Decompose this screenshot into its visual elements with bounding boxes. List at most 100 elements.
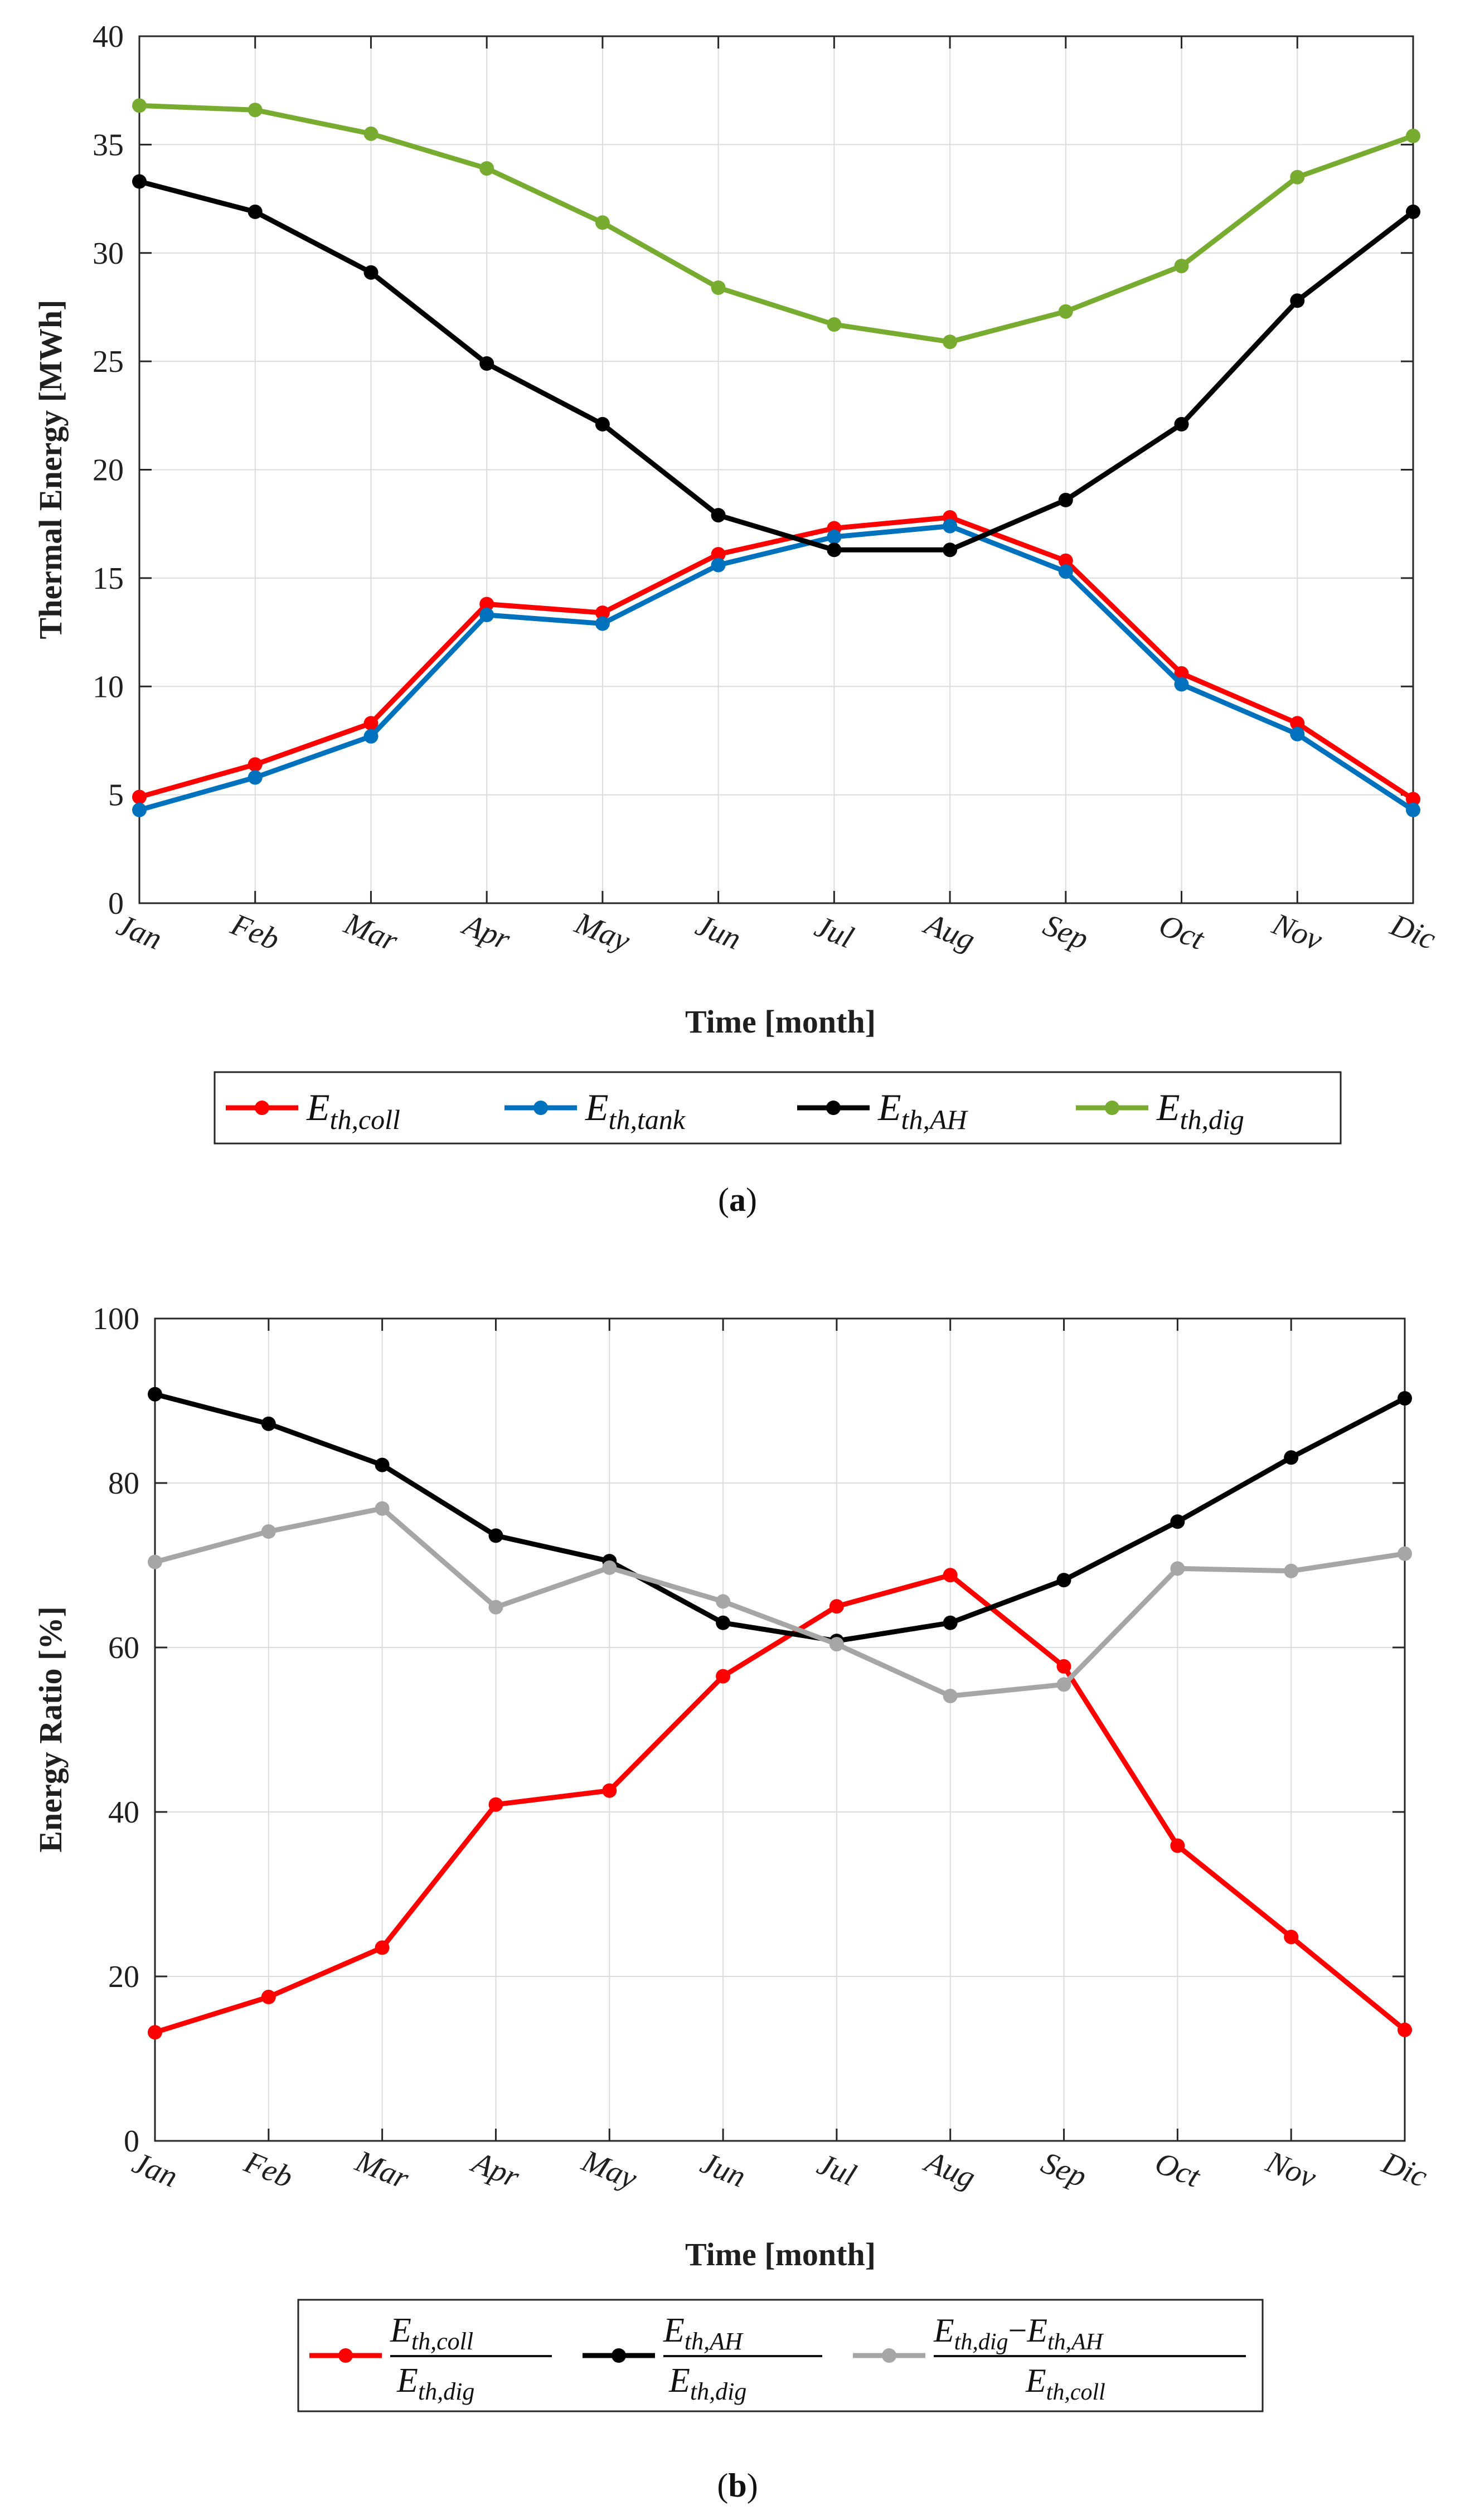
a-point-3-oct <box>1174 259 1189 274</box>
a-x-tick-label-jul: Jul <box>810 909 858 955</box>
svg-text:Eth,tank: Eth,tank <box>585 1086 686 1135</box>
caption-b-letter: b <box>728 2467 746 2504</box>
b-x-tick-label-mar: Mar <box>350 2144 414 2196</box>
legend-a: Eth,coll Eth,tank Eth,AH Eth,dig <box>214 1071 1342 1145</box>
b-y-tick-label-80: 80 <box>108 1466 139 1501</box>
a-point-0-apr <box>479 597 494 612</box>
a-series-line-3 <box>137 103 1416 345</box>
b-point-0-oct <box>1170 1838 1185 1853</box>
legend-box-a <box>214 1071 1342 1145</box>
b-x-tick-label-jun: Jun <box>696 2145 750 2194</box>
legend-b1-den-sub: th,dig <box>690 2378 746 2405</box>
b-series-line-2 <box>152 1506 1408 1699</box>
b-point-2-dic <box>1398 1546 1412 1561</box>
legend-b2-den-sub: th,coll <box>1046 2380 1105 2405</box>
b-point-2-feb <box>261 1524 276 1539</box>
a-point-2-apr <box>479 356 494 371</box>
a-point-2-nov <box>1290 293 1305 308</box>
legend-entry-e-th-coll: Eth,coll <box>226 1086 400 1135</box>
b-series-0 <box>148 1568 1412 2040</box>
a-point-2-dic <box>1406 204 1420 219</box>
y-ticks-b: 0 20 40 60 80 100 <box>93 1302 1405 2159</box>
a-y-tick-label-10: 10 <box>93 670 124 704</box>
a-point-0-sep <box>1058 553 1073 568</box>
svg-text:Eth,AH: Eth,AH <box>877 1086 968 1135</box>
b-x-tick-label-dic: Dic <box>1377 2145 1432 2194</box>
x-ticks-a: Jan Feb Mar Apr May Jun Jul Aug Sep Oct Nov Dic <box>112 36 1440 958</box>
b-point-2-mar <box>375 1501 390 1516</box>
legend-entry-e-th-ah: Eth,AH <box>797 1086 968 1135</box>
svg-text:Eth,dig: Eth,dig <box>1156 1086 1244 1135</box>
b-y-tick-label-20: 20 <box>108 1960 139 1994</box>
b-series-2 <box>148 1501 1412 1703</box>
a-point-2-aug <box>943 542 958 558</box>
b-series-line-0 <box>152 1572 1408 2035</box>
caption-a-letter: a <box>729 1181 746 1218</box>
y-ticks-a: 0 5 10 15 20 25 30 35 40 <box>93 20 1413 921</box>
a-y-tick-label-40: 40 <box>93 20 124 54</box>
a-series-line-2 <box>137 179 1416 553</box>
svg-text:Eth,coll: Eth,coll <box>390 2311 473 2355</box>
legend-b2-num-base: E <box>933 2312 954 2349</box>
a-point-2-jul <box>827 542 842 558</box>
a-series-1 <box>132 518 1420 817</box>
x-axis-label-a: Time [month] <box>685 1004 876 1040</box>
a-y-tick-label-35: 35 <box>93 128 124 162</box>
legend-b2-num-sub2: th,AH <box>1047 2329 1104 2355</box>
a-point-3-jan <box>132 98 147 113</box>
a-point-3-jul <box>827 317 842 332</box>
b-point-2-apr <box>488 1600 503 1615</box>
a-x-tick-label-may: May <box>570 905 635 958</box>
a-series-line-1 <box>137 524 1416 813</box>
b-point-1-dic <box>1398 1391 1412 1406</box>
a-point-1-jun <box>711 558 726 573</box>
legend-marker-coll-over-dig <box>338 2348 353 2363</box>
b-point-2-jul <box>829 1637 844 1652</box>
b-point-0-jan <box>148 2025 162 2040</box>
legend-label-e-th-tank: E <box>585 1086 609 1128</box>
svg-text:Eth,dig: Eth,dig <box>668 2362 746 2405</box>
y-axis-label-a: Thermal Energy [MWh] <box>32 300 69 639</box>
a-point-1-aug <box>943 518 958 534</box>
a-point-3-apr <box>479 161 494 176</box>
caption-b-close: ) <box>747 2467 758 2504</box>
a-y-tick-label-25: 25 <box>93 345 124 379</box>
a-point-1-jul <box>827 530 842 544</box>
legend-b0-den-base: E <box>396 2362 418 2400</box>
a-y-tick-label-20: 20 <box>93 453 124 488</box>
b-x-tick-label-jul: Jul <box>813 2146 861 2193</box>
a-point-2-feb <box>248 204 263 219</box>
b-y-tick-label-40: 40 <box>108 1795 139 1830</box>
a-point-0-dic <box>1406 792 1420 807</box>
legend-sub-e-th-coll: th,coll <box>330 1104 400 1135</box>
b-point-0-may <box>602 1783 617 1798</box>
b-point-2-jan <box>148 1554 162 1569</box>
caption-b: (b) <box>717 2467 758 2504</box>
a-point-3-nov <box>1290 169 1305 185</box>
legend-marker-dig-minus-ah-over-coll <box>882 2348 896 2363</box>
b-point-1-jan <box>148 1387 162 1402</box>
svg-text:Eth,AH: Eth,AH <box>663 2311 744 2355</box>
grid-a <box>139 36 1413 903</box>
a-point-1-mar <box>363 729 379 744</box>
a-x-tick-label-nov: Nov <box>1267 907 1327 958</box>
a-x-tick-label-mar: Mar <box>339 906 402 958</box>
a-point-0-may <box>595 605 610 621</box>
b-point-1-feb <box>261 1416 276 1431</box>
a-point-3-sep <box>1058 304 1073 319</box>
svg-text:Eth,dig−Eth,AH: Eth,dig−Eth,AH <box>933 2312 1104 2355</box>
legend-label-e-th-ah: E <box>877 1086 901 1128</box>
legend-sub-e-th-ah: th,AH <box>901 1104 969 1135</box>
a-point-1-dic <box>1406 802 1420 817</box>
b-point-0-jul <box>829 1599 844 1614</box>
b-x-tick-label-feb: Feb <box>239 2145 298 2195</box>
b-point-2-oct <box>1170 1561 1185 1576</box>
a-point-1-oct <box>1174 677 1189 692</box>
a-point-0-mar <box>363 716 379 731</box>
a-point-2-sep <box>1058 492 1073 507</box>
x-axis-label-b: Time [month] <box>685 2236 876 2272</box>
legend-marker-e-th-ah <box>826 1101 841 1115</box>
a-point-2-may <box>595 416 610 432</box>
